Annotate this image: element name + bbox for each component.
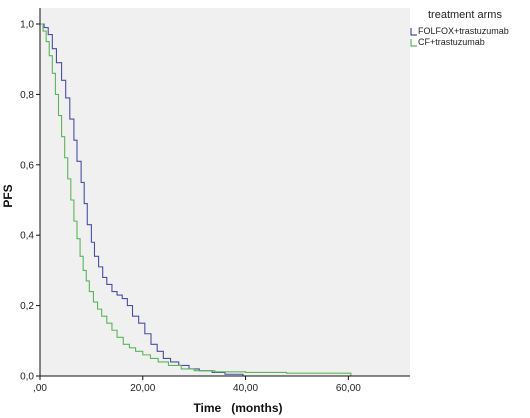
y-axis-title: PFS [1, 184, 15, 207]
x-tick-label: 20,00 [130, 383, 155, 394]
legend-label: CF+trastuzumab [418, 37, 485, 47]
legend: treatment arms FOLFOX+trastuzumabCF+tras… [410, 9, 509, 47]
legend-swatch [410, 39, 417, 47]
y-axis-ticks: 0,0 0,2 0,4 0,6 0,8 1,0 [20, 20, 40, 383]
x-tick-label: 60,00 [336, 383, 361, 394]
y-tick-label: 0,2 [20, 301, 34, 312]
legend-label: FOLFOX+trastuzumab [418, 26, 509, 36]
y-tick-label: 0,4 [20, 231, 34, 242]
x-tick-label: ,00 [33, 383, 47, 394]
series-line-1 [40, 23, 244, 376]
plot-area [40, 8, 410, 376]
y-tick-label: 0,0 [20, 372, 34, 383]
y-tick-label: 0,6 [20, 160, 34, 171]
x-tick-label: 40,00 [233, 383, 258, 394]
x-axis-title: Time (months) [193, 401, 282, 415]
x-axis-ticks: ,00 20,00 40,00 60,00 [33, 376, 361, 394]
series-line-2 [40, 23, 352, 376]
y-tick-label: 0,8 [20, 90, 34, 101]
y-tick-label: 1,0 [20, 20, 34, 31]
legend-swatch [410, 28, 417, 36]
survival-curves [40, 23, 352, 376]
legend-title: treatment arms [428, 9, 502, 21]
